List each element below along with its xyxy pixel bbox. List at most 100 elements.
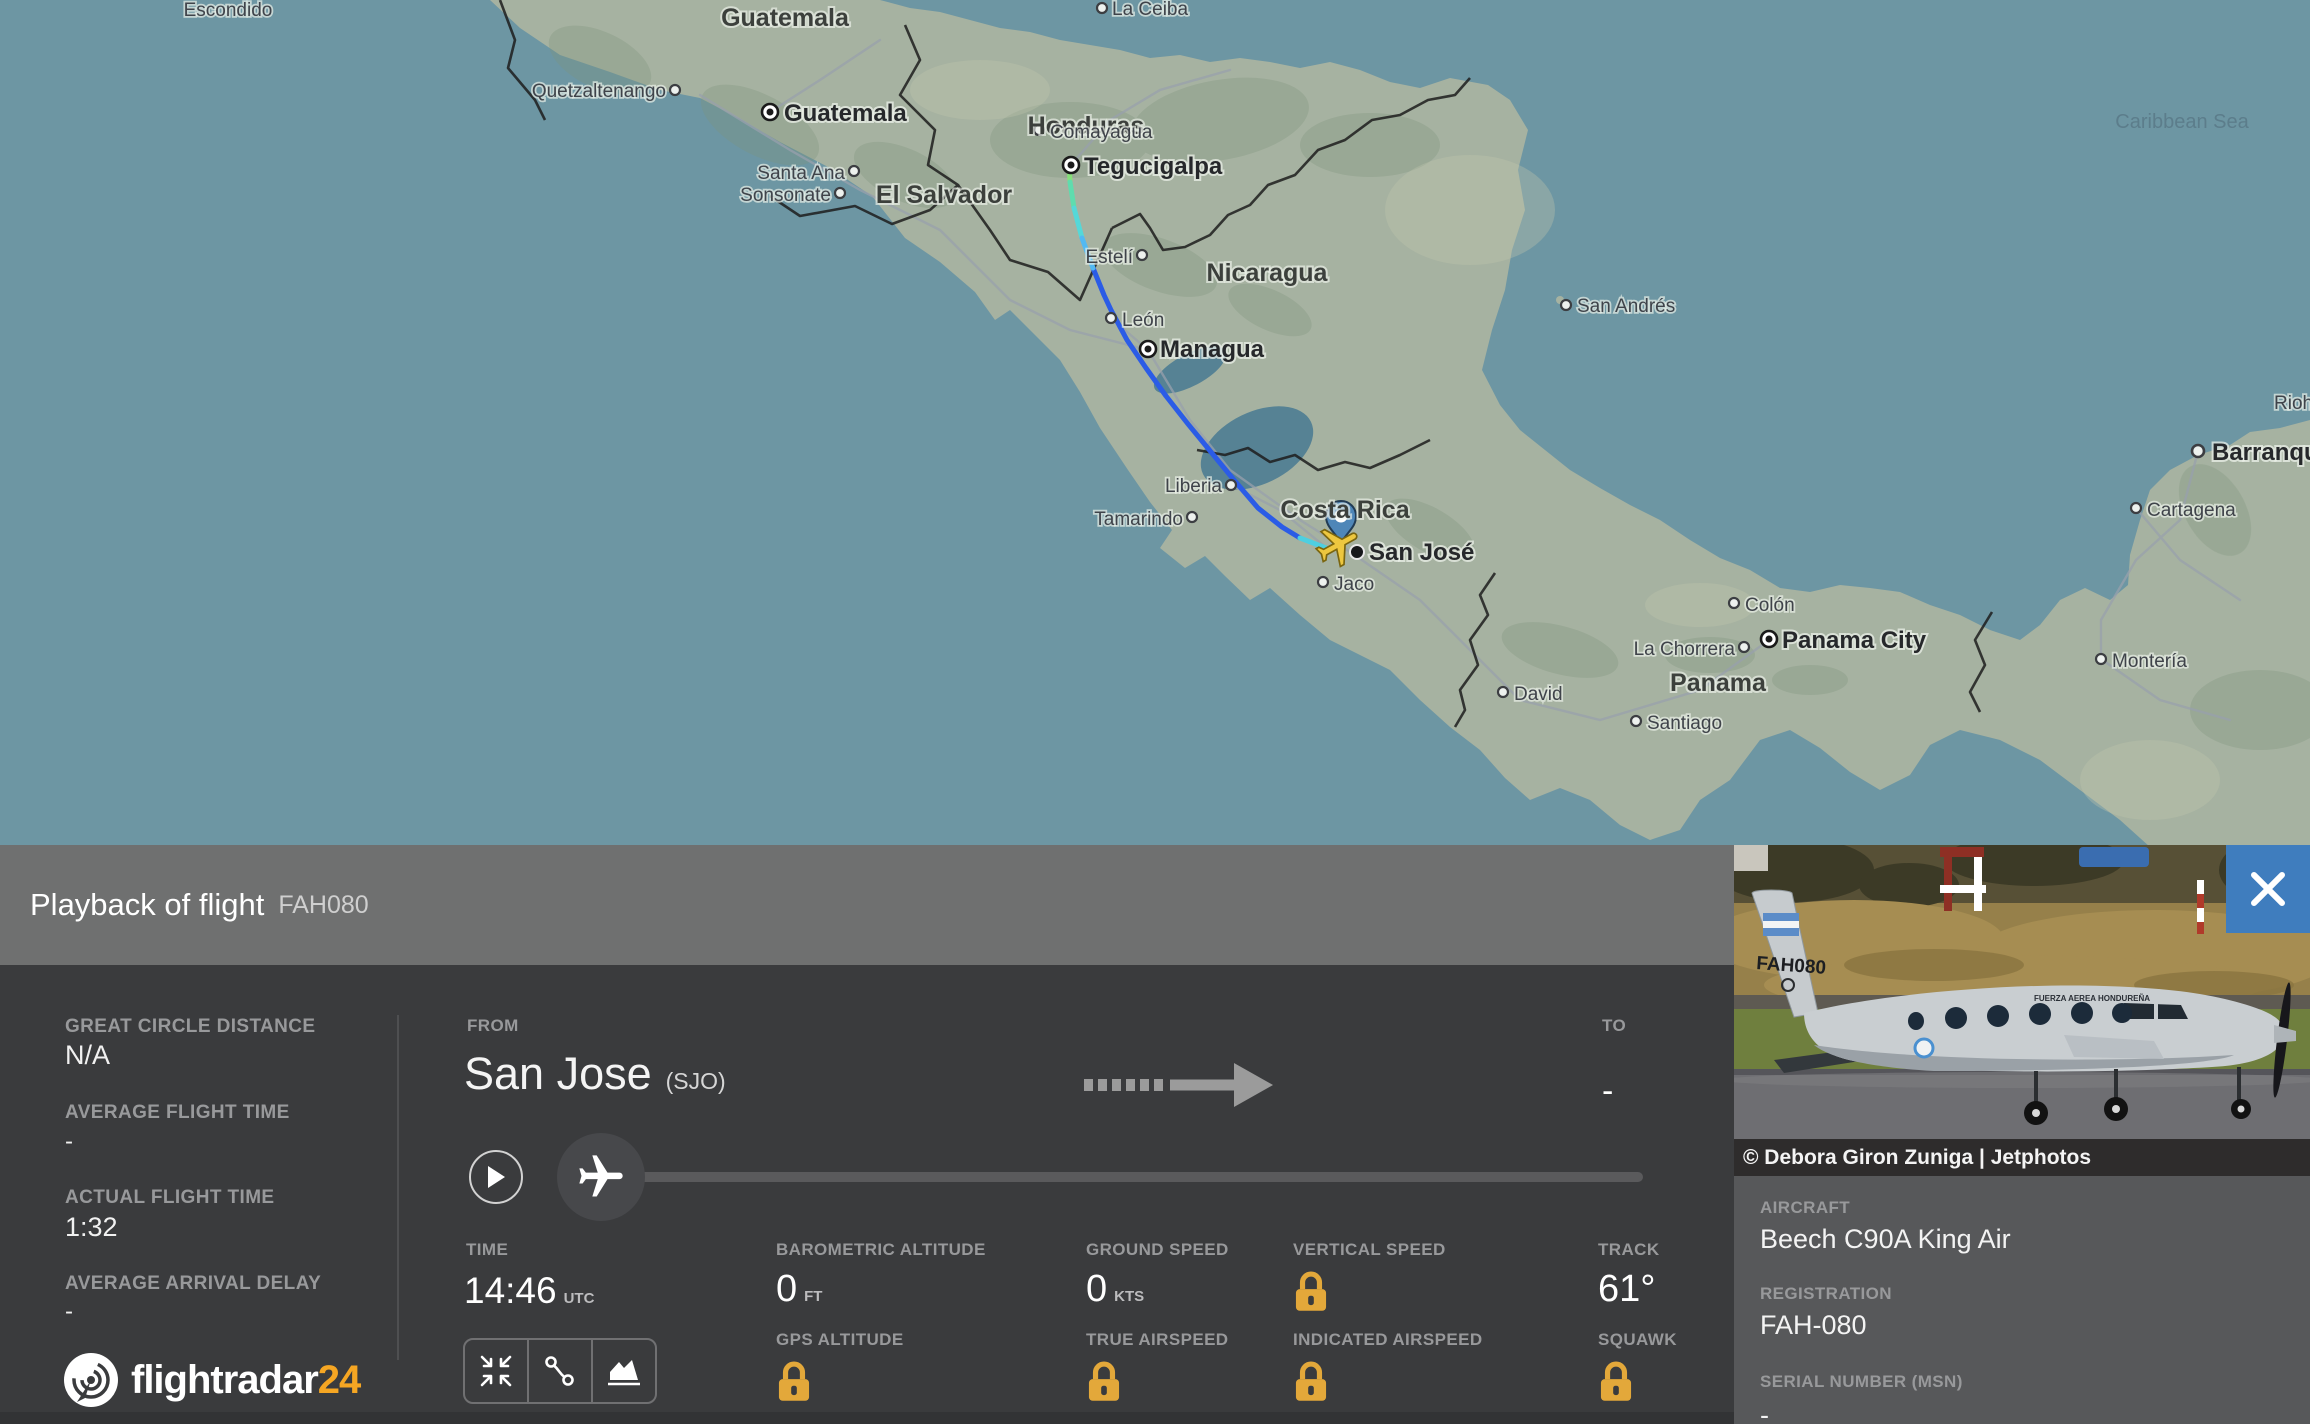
close-playback-button[interactable] [2226, 845, 2310, 933]
aircraft-photo-plane: FAH080 FUERZA AEREA HONDUREÑA [1751, 889, 2296, 1125]
map-label: Panama City [1782, 627, 1927, 654]
map-label: San Andrés [1577, 296, 1675, 317]
show-route-button[interactable] [527, 1340, 591, 1402]
map-label: Comayagua [1050, 122, 1153, 143]
aircraft-label: AIRCRAFT [1760, 1198, 1851, 1217]
playback-slider-handle[interactable] [557, 1133, 645, 1221]
vertical-speed-label: VERTICAL SPEED [1293, 1240, 1446, 1259]
map-label: Estelí [1085, 247, 1133, 268]
time-label: TIME [466, 1240, 509, 1259]
map-label: La Ceiba [1112, 0, 1188, 20]
close-icon [2251, 872, 2285, 906]
playback-header: Playback of flight FAH080 [0, 845, 1734, 965]
gps-altitude-lock-icon[interactable] [778, 1360, 810, 1402]
map-label: Jaco [1334, 574, 1374, 595]
time-unit: UTC [563, 1290, 595, 1307]
serial-number-label: SERIAL NUMBER (MSN) [1760, 1372, 1963, 1391]
average-arrival-delay-label: AVERAGE ARRIVAL DELAY [65, 1273, 322, 1294]
terrain-highlight [910, 60, 2220, 820]
average-flight-time-label: AVERAGE FLIGHT TIME [65, 1102, 290, 1123]
serial-number-value: - [1760, 1400, 1769, 1424]
minimize-playback-button[interactable] [465, 1340, 527, 1402]
country-borders [498, 0, 1994, 728]
from-city-name: San Jose [464, 1048, 652, 1099]
aircraft-photo[interactable]: FAH080 FUERZA AEREA HONDUREÑA [1734, 845, 2310, 1176]
map-label: Escondido [184, 0, 273, 21]
logo-brand: flightradar [131, 1357, 319, 1402]
barometric-altitude-value: 0 FT [776, 1268, 822, 1311]
playback-title: Playback of flight [30, 887, 265, 922]
map-label: Costa Rica [1280, 496, 1410, 524]
ground-speed-value: 0 KTS [1086, 1268, 1144, 1311]
map-pin-icon [1324, 500, 1358, 545]
average-flight-time-value: - [65, 1128, 73, 1155]
squawk-label: SQUAWK [1598, 1330, 1677, 1349]
map-label: Montería [2112, 651, 2187, 672]
vertical-speed-lock-icon[interactable] [1295, 1270, 1327, 1312]
map-label: San José [1369, 539, 1474, 566]
landmass [490, 0, 2310, 847]
registration-value: FAH-080 [1760, 1310, 1867, 1340]
map-label-sea: Caribbean Sea [2115, 111, 2249, 133]
collapse-icon [480, 1355, 512, 1387]
aircraft-marker-icon[interactable] [1310, 517, 1366, 572]
ground-speed-unit: KTS [1114, 1288, 1145, 1305]
time-number: 14:46 [464, 1270, 557, 1311]
time-value: 14:46 UTC [464, 1270, 594, 1312]
play-button[interactable] [469, 1150, 523, 1204]
map-label: Santiago [1647, 713, 1722, 734]
map-label: Sonsonate [740, 185, 831, 206]
route-arrow-icon [1084, 1063, 1273, 1107]
map-labels: Escondido Guatemala Quetzaltenango Guate… [182, 0, 2310, 736]
to-label: TO [1602, 1016, 1627, 1035]
map-label: El Salvador [876, 181, 1012, 209]
route-icon [545, 1356, 574, 1386]
track-label: TRACK [1598, 1240, 1660, 1259]
airfield-markers [1940, 847, 2204, 934]
average-arrival-delay-value: - [65, 1298, 73, 1325]
true-airspeed-lock-icon[interactable] [1088, 1360, 1120, 1402]
map-label: David [1514, 684, 1563, 705]
photo-credit: © Debora Giron Zuniga | Jetphotos [1734, 1139, 2310, 1176]
airplane-icon [575, 1151, 627, 1203]
true-airspeed-label: TRUE AIRSPEED [1086, 1330, 1229, 1349]
tail-registration-text: FAH080 [1756, 953, 1827, 979]
flightradar24-logo[interactable]: flightradar24 [63, 1352, 361, 1408]
map-label: La Chorrera [1634, 639, 1736, 660]
map-label: Barranquilla [2212, 439, 2310, 466]
aircraft-value: Beech C90A King Air [1760, 1224, 2011, 1254]
panel-bottom-edge [0, 1412, 1734, 1424]
ground-speed-label: GROUND SPEED [1086, 1240, 1229, 1259]
fuselage-title-text: FUERZA AEREA HONDUREÑA [2034, 994, 2150, 1003]
logo-suffix: 24 [317, 1357, 361, 1402]
map-label: Riohacha [2274, 393, 2310, 414]
actual-flight-time-label: ACTUAL FLIGHT TIME [65, 1187, 275, 1208]
indicated-airspeed-label: INDICATED AIRSPEED [1293, 1330, 1483, 1349]
playback-progress-track[interactable] [630, 1172, 1643, 1182]
altitude-chart-icon [608, 1360, 640, 1386]
vertical-divider [397, 1015, 399, 1360]
altitude-graph-button[interactable] [591, 1340, 655, 1402]
to-value: - [1602, 1072, 1614, 1110]
map-label: Quetzaltenango [532, 81, 666, 102]
from-airport-code[interactable]: (SJO) [665, 1068, 726, 1094]
map-label: León [1122, 310, 1164, 331]
registration-label: REGISTRATION [1760, 1284, 1892, 1303]
map-canvas[interactable]: Escondido Guatemala Quetzaltenango Guate… [0, 0, 2310, 847]
play-icon [488, 1166, 505, 1188]
map-label: Honduras [1028, 112, 1145, 140]
flight-id: FAH080 [278, 890, 369, 919]
playback-panel [0, 965, 1734, 1424]
map-label: Santa Ana [757, 163, 845, 184]
track-value: 61° [1598, 1268, 1656, 1310]
capital-markers [760, 102, 1779, 649]
indicated-airspeed-lock-icon[interactable] [1295, 1360, 1327, 1402]
map-label: Panama [1670, 669, 1767, 697]
great-circle-distance-value: N/A [65, 1040, 111, 1070]
map-label: Guatemala [721, 4, 850, 32]
map-label: Cartagena [2147, 500, 2236, 521]
logo-wordmark: flightradar24 [131, 1357, 361, 1403]
baro-alt-unit: FT [804, 1288, 823, 1305]
squawk-lock-icon[interactable] [1600, 1360, 1632, 1402]
